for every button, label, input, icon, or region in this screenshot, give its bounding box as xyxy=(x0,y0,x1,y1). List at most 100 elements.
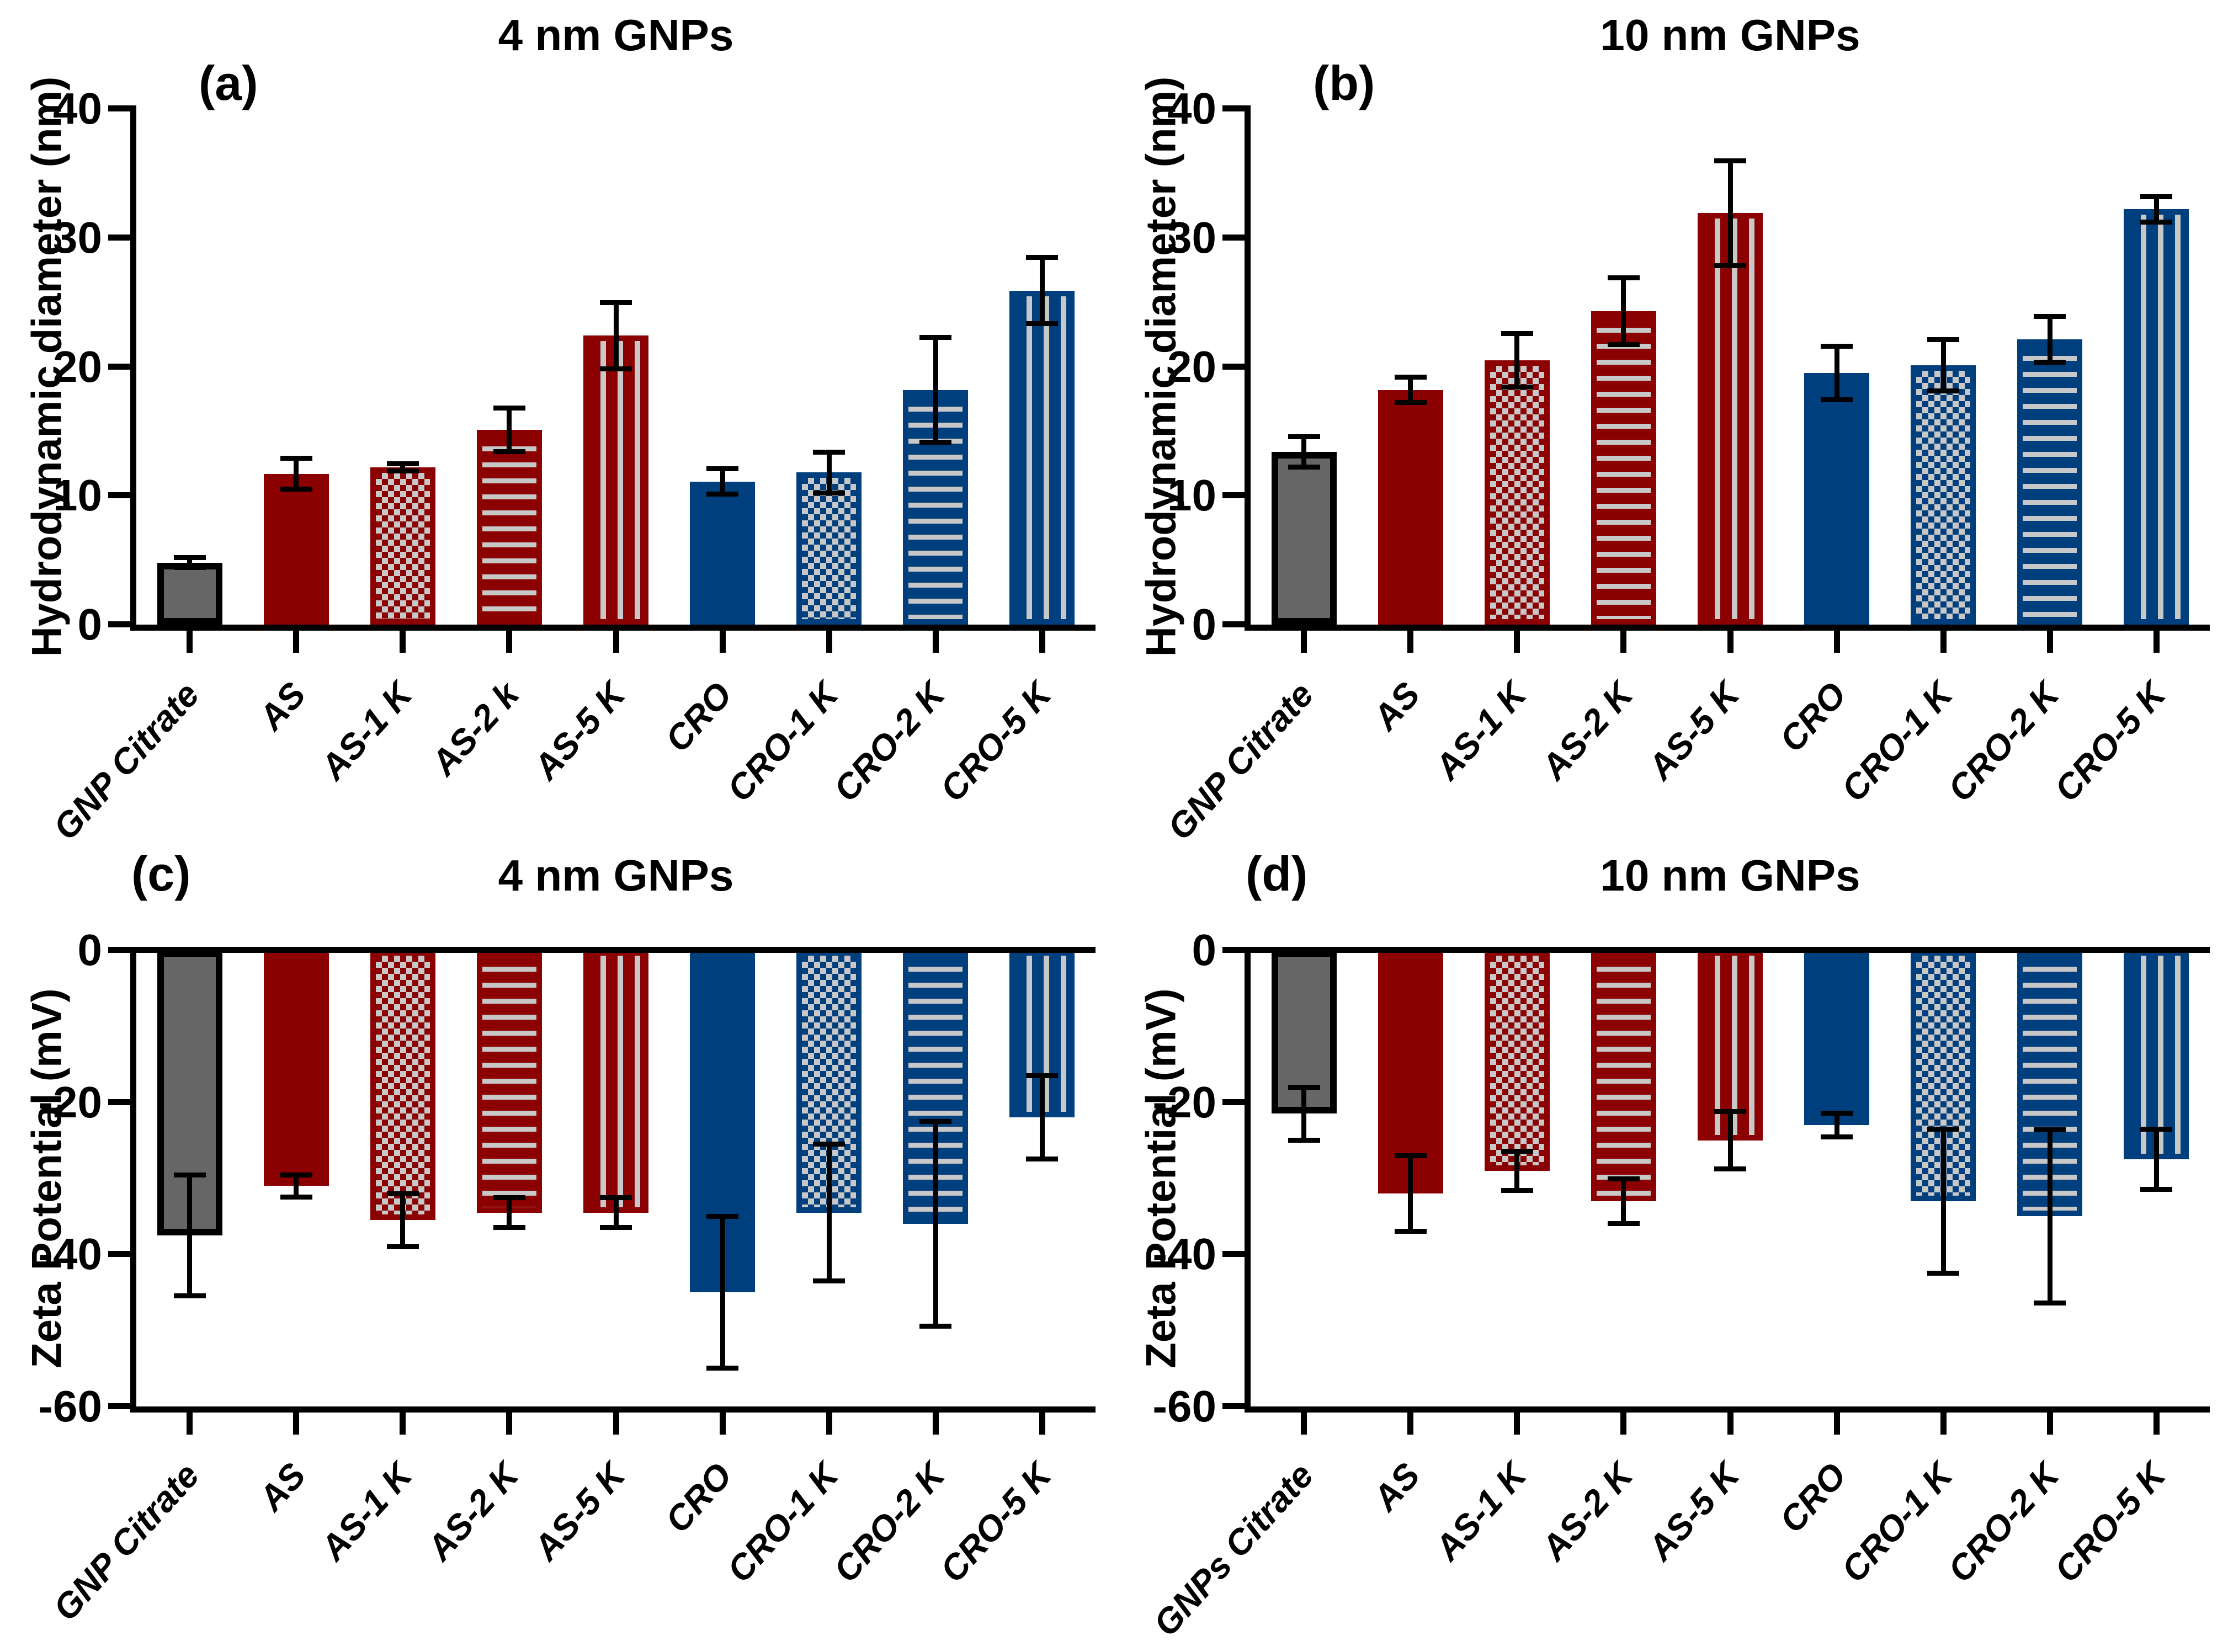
bar-AS-2-K xyxy=(1591,950,1656,1201)
bar-CRO xyxy=(1804,950,1870,1126)
error-bar-cap-top xyxy=(919,334,952,340)
zero-axis-line xyxy=(1245,947,2210,953)
y-axis-line xyxy=(1245,105,1251,631)
panel-letter: (c) xyxy=(131,846,191,901)
panel-c-zeta-4nm: (c) 4 nm GNPs Zeta Potential (mV) 0 -20 -4… xyxy=(0,826,1114,1652)
y-tick-mark xyxy=(108,492,130,499)
error-bar-cap-bottom xyxy=(173,565,206,571)
panel-d-zeta-10nm: (d) 10 nm GNPs Zeta Potential (mV) 0 -20-… xyxy=(1114,826,2228,1652)
x-category-label: CRO-5 K xyxy=(2046,1455,2174,1590)
error-bar-cap-top xyxy=(600,1195,632,1200)
y-tick-mark xyxy=(1222,234,1245,241)
x-category-label: AS-1 K xyxy=(312,1455,420,1568)
y-tick-label: 30 xyxy=(1167,212,1216,262)
x-tick-mark xyxy=(613,1413,619,1435)
x-tick-mark xyxy=(506,1413,513,1435)
error-bar-line xyxy=(1834,346,1839,401)
error-bar-cap-top xyxy=(2140,1126,2173,1132)
error-bar-cap-bottom xyxy=(1821,1134,1853,1140)
error-bar-cap-top xyxy=(386,461,419,466)
error-bar-line xyxy=(507,408,512,452)
panel-letter: (d) xyxy=(1246,846,1308,901)
x-tick-mark xyxy=(187,631,193,653)
x-tick-mark xyxy=(2046,1413,2053,1435)
y-tick-mark xyxy=(1222,1403,1245,1409)
y-tick-mark xyxy=(1222,363,1245,370)
error-bar-cap-bottom xyxy=(1394,399,1427,405)
x-tick-mark xyxy=(293,631,300,653)
error-bar-cap-bottom xyxy=(1714,263,1746,269)
plot-area: 0 10 20 30 40 GNP Citrate AS AS-1 K AS-2 k AS-5 K… xyxy=(0,0,1114,848)
x-category-label: CRO-5 K xyxy=(2046,674,2174,809)
error-bar-cap-bottom xyxy=(600,1225,632,1230)
plot-area: 0 -20 -40 -60 GNP Citrate AS AS-1 K AS-2 K AS-5 … xyxy=(0,826,1114,1652)
error-bar-cap-top xyxy=(493,1195,525,1200)
x-tick-mark xyxy=(506,631,513,653)
error-bar-cap-top xyxy=(386,1191,419,1197)
panel-title: 4 nm GNPs xyxy=(498,10,734,60)
error-bar-cap-top xyxy=(1821,344,1853,349)
bar-GNP-Citrate xyxy=(1271,451,1337,625)
x-tick-mark xyxy=(1620,631,1627,653)
error-bar-line xyxy=(400,463,406,471)
error-bar-cap-bottom xyxy=(1714,1166,1746,1171)
bar-CRO xyxy=(1804,373,1870,625)
y-tick-mark xyxy=(1222,1251,1245,1257)
x-axis-line xyxy=(130,625,1096,631)
x-tick-mark xyxy=(1407,631,1414,653)
x-category-label: AS-2 k xyxy=(423,674,527,783)
error-bar-cap-top xyxy=(706,466,739,472)
error-bar-line xyxy=(1301,1087,1307,1141)
x-tick-mark xyxy=(1940,1413,1947,1435)
error-bar-cap-top xyxy=(1607,275,1640,281)
x-tick-mark xyxy=(400,631,406,653)
bar-GNP-Citrate xyxy=(157,562,222,625)
error-bar-cap-top xyxy=(1714,1109,1746,1115)
x-tick-mark xyxy=(187,1413,193,1435)
bar-CRO xyxy=(690,481,756,625)
error-bar-cap-top xyxy=(1501,331,1533,336)
y-axis-line xyxy=(130,105,136,631)
error-bar-line xyxy=(1621,1178,1626,1224)
panel-title: 4 nm GNPs xyxy=(498,851,734,900)
error-bar-cap-top xyxy=(1821,1110,1853,1116)
error-bar-line xyxy=(1514,1150,1520,1191)
y-tick-mark xyxy=(108,105,130,111)
bar-AS-1-K xyxy=(1484,950,1550,1171)
error-bar-cap-top xyxy=(1927,337,1960,343)
x-tick-mark xyxy=(932,631,939,653)
error-bar-line xyxy=(2047,316,2052,363)
error-bar-cap-bottom xyxy=(1288,1137,1320,1143)
error-bar-cap-bottom xyxy=(1821,397,1853,403)
x-category-label: AS xyxy=(251,674,313,738)
error-bar-line xyxy=(400,1193,406,1247)
error-bar-cap-bottom xyxy=(1394,1228,1427,1234)
error-bar-cap-top xyxy=(706,1214,739,1219)
x-tick-mark xyxy=(1301,631,1307,653)
y-tick-label: 0 xyxy=(1192,600,1217,649)
bar-AS xyxy=(1378,950,1443,1194)
y-axis-line xyxy=(1245,947,1251,1413)
x-category-label: AS xyxy=(251,1455,313,1518)
x-category-label: AS xyxy=(1365,1455,1428,1518)
error-bar-cap-top xyxy=(2034,314,2066,319)
error-bar-line xyxy=(933,1121,938,1327)
x-tick-mark xyxy=(2153,631,2160,653)
error-bar-cap-top xyxy=(493,406,525,411)
x-category-label: CRO-2 K xyxy=(826,1455,953,1590)
error-bar-cap-top xyxy=(1394,1153,1427,1159)
panel-letter: (a) xyxy=(199,56,258,110)
x-category-label: AS-1 K xyxy=(1427,1455,1534,1568)
error-bar-line xyxy=(1408,377,1413,403)
error-bar-cap-bottom xyxy=(1288,464,1320,470)
error-bar-cap-top xyxy=(280,456,312,461)
y-tick-label: 0 xyxy=(1192,925,1217,974)
error-bar-cap-top xyxy=(919,1119,952,1125)
error-bar-line xyxy=(613,1197,619,1228)
panel-a-hydrodynamic-4nm: (a) 4 nm GNPs Hydrodynamic diameter (nm)… xyxy=(0,0,1114,848)
plot-area: 0 -20 -40 -60 GNPs Citrate AS AS-1 K AS-2 K AS-5… xyxy=(1114,826,2228,1652)
error-bar-cap-top xyxy=(2140,194,2173,199)
plot-area: 0 10 20 30 40 GNP Citrate AS AS-1 K AS-2 K AS-5 K… xyxy=(1114,0,2228,848)
y-tick-mark xyxy=(1222,621,1245,627)
error-bar-cap-bottom xyxy=(1607,1221,1640,1227)
